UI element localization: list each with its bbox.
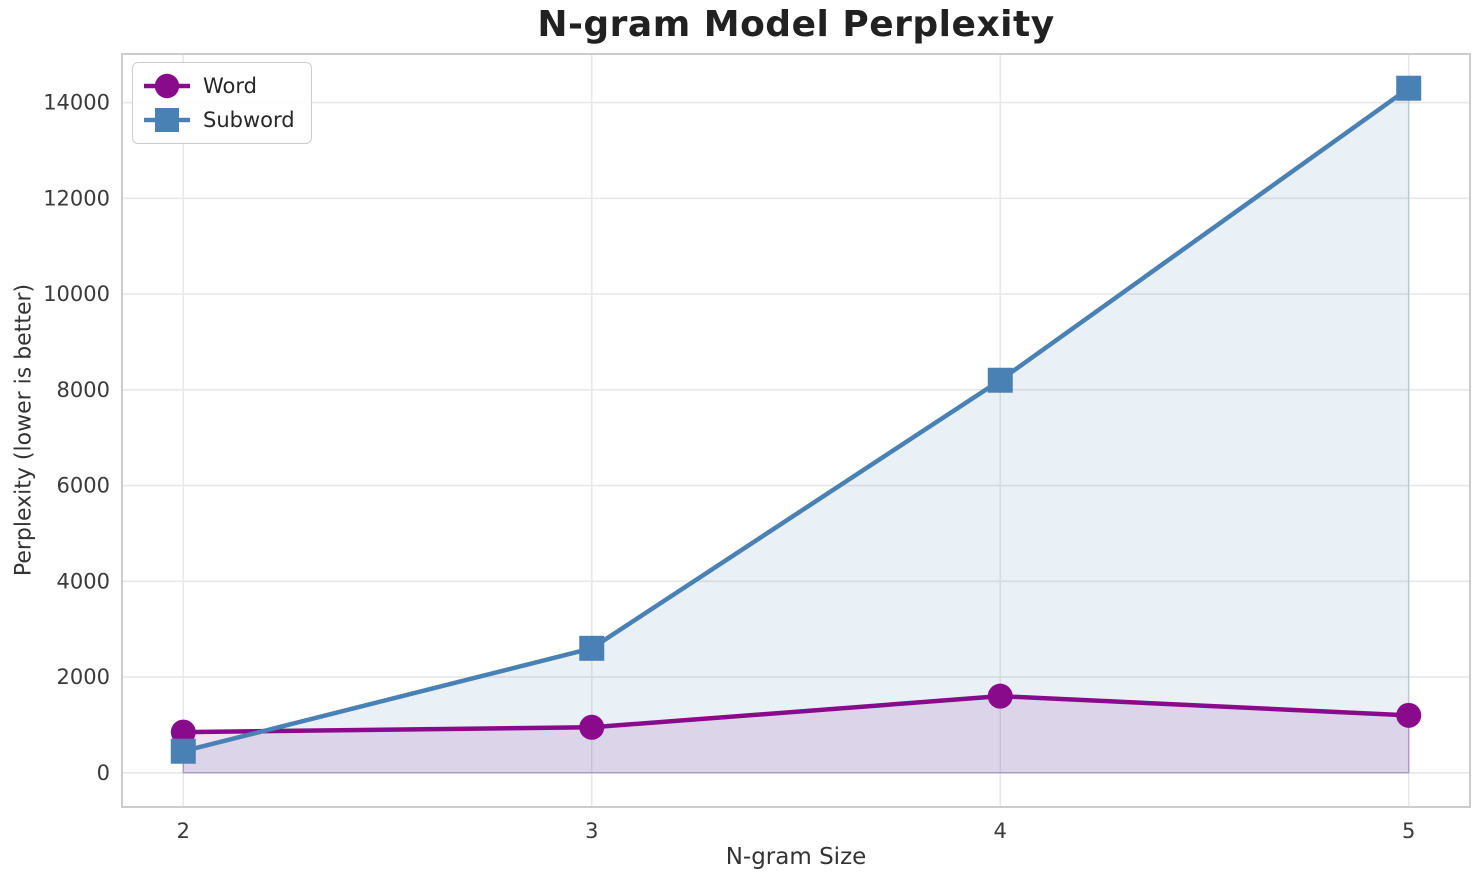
data-point-subword [579, 635, 605, 661]
y-axis-label: Perplexity (lower is better) [11, 283, 37, 577]
data-point-subword [170, 738, 196, 764]
data-point-word [987, 683, 1013, 709]
data-point-word [1396, 702, 1422, 728]
x-tick-label: 5 [1402, 819, 1415, 843]
area-fill-subword [182, 86, 1410, 774]
plot-frame [121, 53, 1471, 808]
series-line-subword [181, 85, 1411, 754]
data-point-word [579, 714, 605, 740]
x-tick-label: 3 [585, 819, 598, 843]
legend-label-word: Word [203, 74, 257, 98]
y-tick-label: 6000 [57, 474, 110, 498]
data-point-subword [1396, 75, 1422, 101]
y-tick-label: 0 [97, 761, 110, 785]
x-tick-label: 4 [994, 819, 1007, 843]
chart-title: N-gram Model Perplexity [537, 4, 1055, 45]
data-point-word [170, 719, 196, 745]
subword-marker-icon [144, 108, 190, 132]
x-tick-label: 2 [177, 819, 190, 843]
legend-label-subword: Subword [203, 108, 295, 132]
y-tick-label: 8000 [57, 378, 110, 402]
y-tick-label: 4000 [57, 569, 110, 593]
y-tick-label: 2000 [57, 665, 110, 689]
y-tick-label: 10000 [43, 282, 110, 306]
y-tick-label: 12000 [43, 186, 110, 210]
data-point-subword [987, 367, 1013, 393]
y-tick-label: 14000 [43, 91, 110, 115]
legend-item-subword: Subword [143, 105, 295, 135]
word-marker-icon [144, 73, 190, 99]
series-line-word [181, 693, 1411, 735]
legend: Word Subword [132, 62, 312, 144]
x-axis-label: N-gram Size [725, 844, 867, 870]
legend-item-word: Word [143, 71, 295, 101]
